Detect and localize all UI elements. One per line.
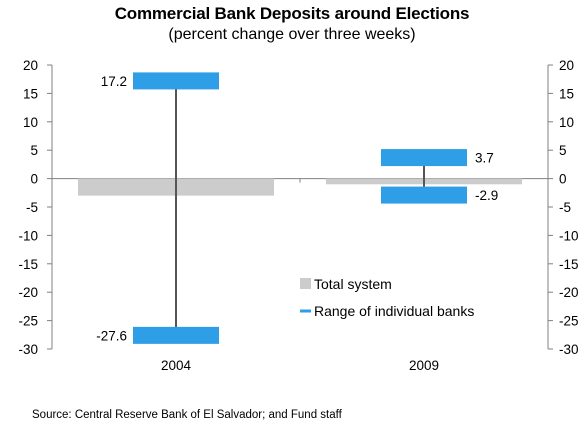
y-tick-label-left: 5	[30, 143, 38, 158]
y-tick-label-left: -20	[18, 285, 38, 300]
y-tick-label-left: 0	[30, 172, 38, 187]
y-tick-label-right: -30	[559, 342, 579, 357]
y-tick-label-left: -25	[18, 314, 38, 329]
range-low-label: -2.9	[475, 188, 498, 203]
x-category-label: 2004	[161, 358, 192, 373]
y-tick-label-right: 0	[559, 172, 567, 187]
y-tick-label-right: -15	[559, 257, 579, 272]
y-tick-label-right: 5	[559, 143, 567, 158]
y-tick-label-left: -10	[18, 228, 38, 243]
y-tick-label-right: 10	[559, 115, 574, 130]
chart-area: 20 20 15 15 10 10 5 5 0 0 -5 -5 -10 -10 -15 -15 -20 -20 -2…	[18, 58, 579, 373]
range-high-marker	[133, 72, 219, 90]
chart-title: Commercial Bank Deposits around Election…	[114, 4, 470, 23]
y-tick-label-right: -10	[559, 228, 579, 243]
y-tick-label-right: 20	[559, 58, 574, 73]
y-tick-label-right: -5	[559, 200, 571, 215]
x-category-label: 2009	[409, 358, 439, 373]
range-high-label: 3.7	[475, 151, 494, 166]
legend-swatch-range	[300, 309, 311, 313]
range-low-marker	[133, 326, 219, 344]
y-tick-label-left: -30	[18, 342, 38, 357]
range-low-marker	[381, 186, 467, 204]
y-tick-label-left: 10	[23, 115, 38, 130]
y-tick-label-left: 15	[23, 86, 38, 101]
y-tick-label-left: 20	[23, 58, 38, 73]
y-tick-label-right: -20	[559, 285, 579, 300]
range-low-label: -27.6	[96, 328, 127, 343]
range-high-label: 17.2	[101, 74, 127, 89]
legend-label-range: Range of individual banks	[314, 303, 474, 319]
y-tick-label-right: 15	[559, 86, 574, 101]
legend-label-total-system: Total system	[314, 276, 392, 292]
y-tick-label-left: -15	[18, 257, 38, 272]
legend-swatch-total-system	[300, 278, 311, 289]
chart-subtitle: (percent change over three weeks)	[168, 26, 416, 43]
source-note: Source: Central Reserve Bank of El Salva…	[32, 409, 342, 421]
y-tick-label-right: -25	[559, 314, 579, 329]
y-tick-label-left: -5	[26, 200, 38, 215]
range-high-marker	[381, 149, 467, 167]
